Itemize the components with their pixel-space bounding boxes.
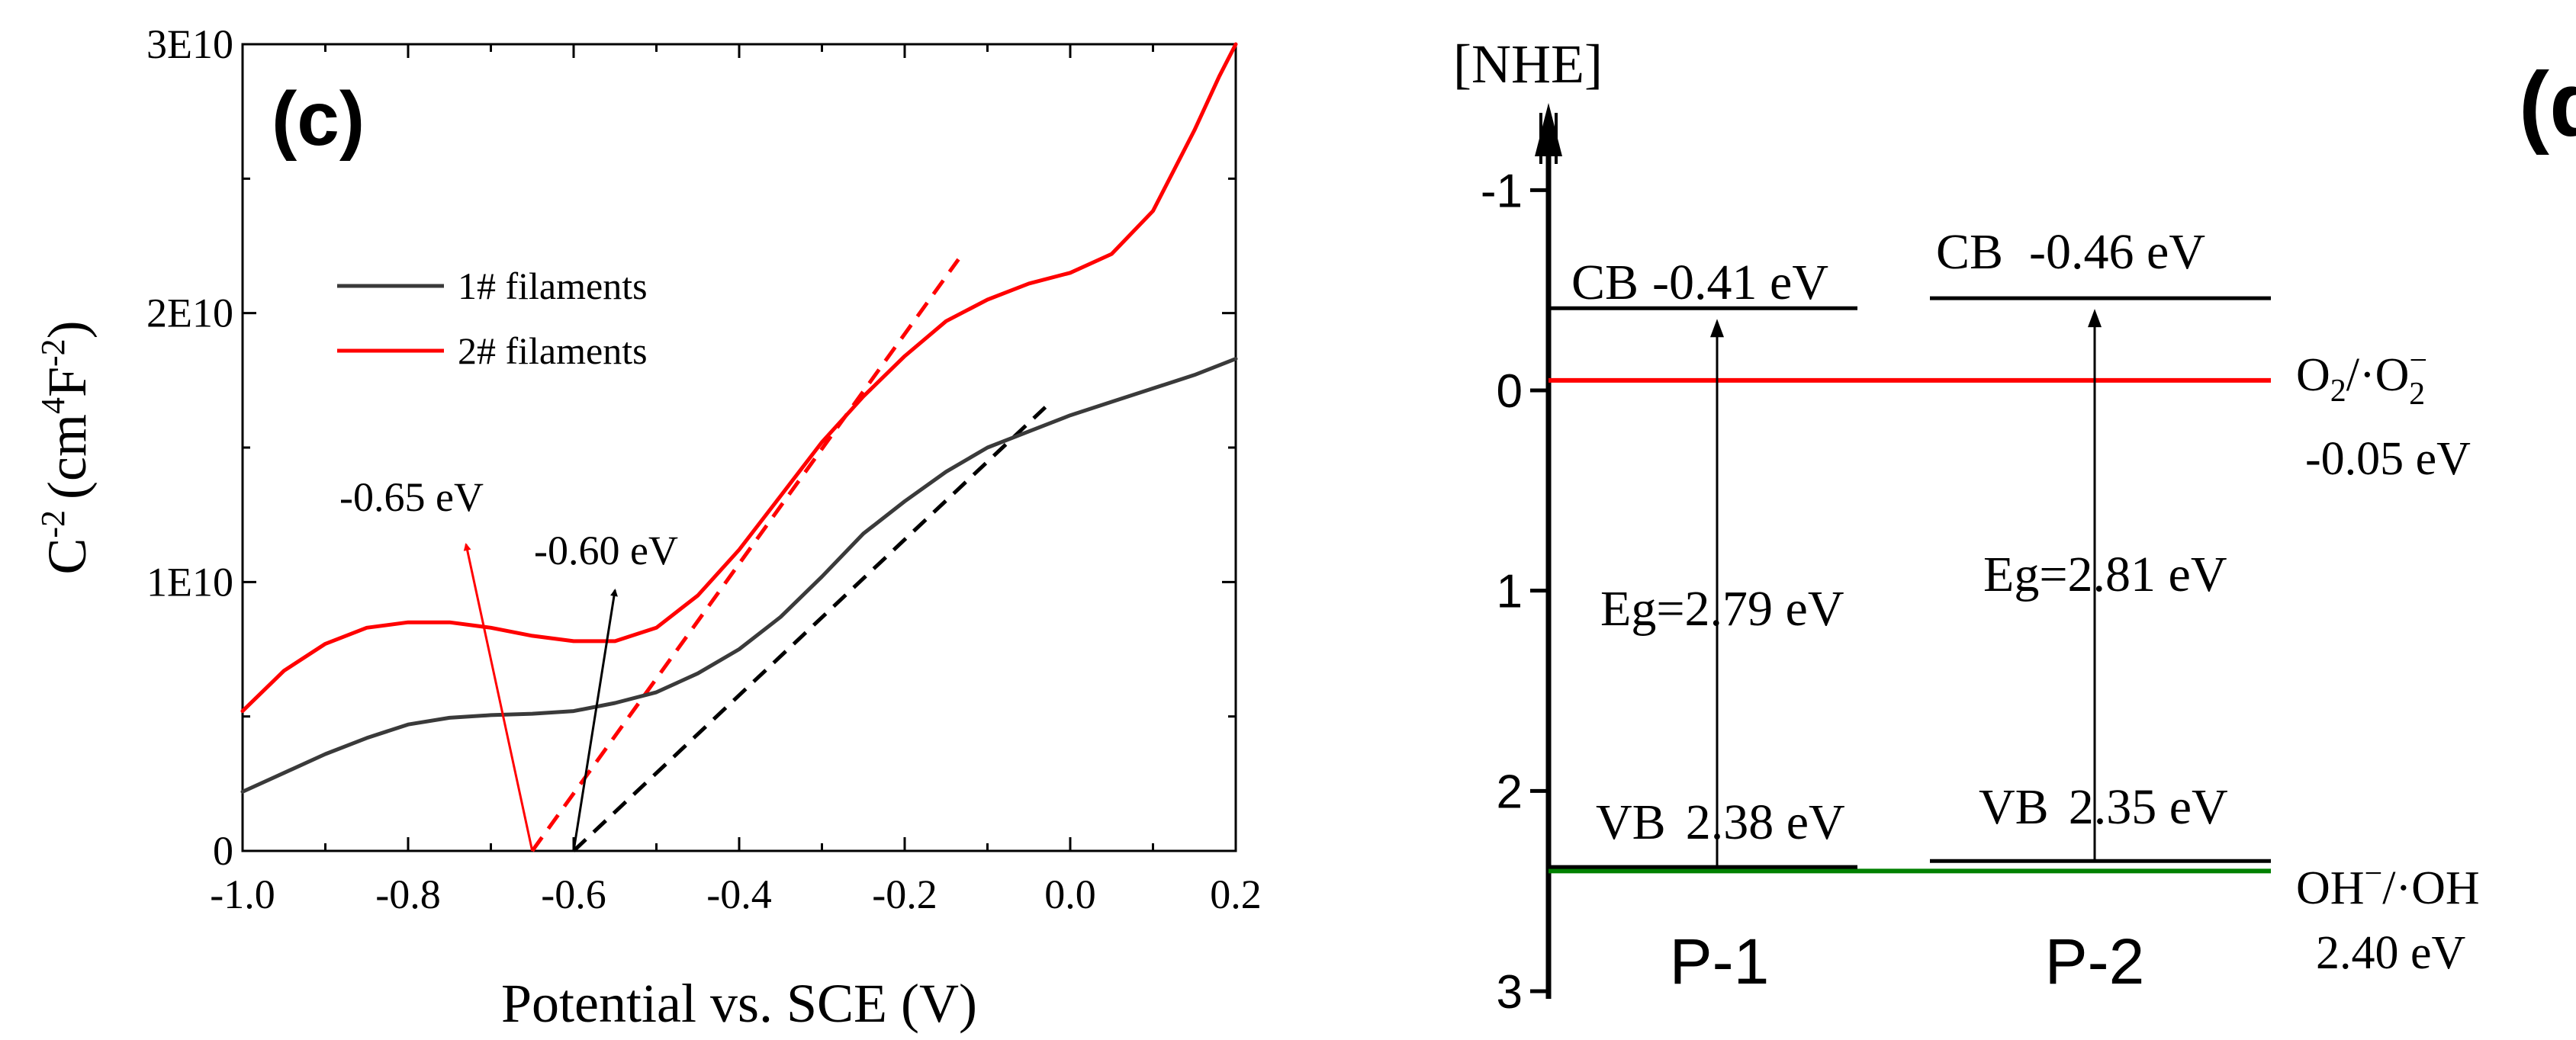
panel-c-legend: 1# filaments 2# filaments <box>337 265 648 372</box>
panel-d-y-ticks: -1 0 1 2 3 <box>1481 165 1548 1019</box>
p1-vb-label: VB 2.38 eV <box>1596 794 1845 850</box>
panel-c-fit-lines <box>530 258 1047 852</box>
panel-c-x-axis-title: Potential vs. SCE (V) <box>501 973 977 1034</box>
panel-d-axis-arrowhead <box>1535 103 1562 156</box>
annotation-arrow-1 <box>463 543 534 852</box>
panel-c-y-ticks: 0 1E10 2E10 3E10 <box>146 21 1236 874</box>
oh-redox-label: OH−/·OH <box>2296 856 2480 914</box>
panel-d-energy-levels <box>1548 296 2271 874</box>
p1-bandgap-label: Eg=2.79 eV <box>1600 581 1844 637</box>
p2-bandgap-label: Eg=2.81 eV <box>1983 547 2227 602</box>
y-tick-label: 0 <box>213 828 233 874</box>
energy-tick-label: 3 <box>1497 966 1523 1019</box>
o2-redox-value: -0.05 eV <box>2305 433 2471 485</box>
fit-line-2 <box>572 406 1047 852</box>
annotation-arrow-2 <box>572 588 618 852</box>
energy-tick-label: 1 <box>1497 566 1523 618</box>
p1-excitation-arrowhead <box>1710 319 1724 338</box>
x-tick-label: -0.6 <box>541 871 606 917</box>
panel-c-series <box>240 42 1238 794</box>
panel-d-band-diagram: [NHE] (d) -1 0 1 2 3 CB-0.41 eV VB2.38 eV Eg… <box>1453 34 2576 1019</box>
series-line-1-filaments <box>240 357 1238 794</box>
annotation-label-1-filaments: -0.60 eV <box>534 528 678 573</box>
x-tick-label: -1.0 <box>210 871 275 917</box>
panel-d-label: (d) <box>2519 53 2576 156</box>
fit-line-1 <box>530 258 960 852</box>
panel-c-annotations: -0.65 eV -0.60 eV <box>339 474 678 852</box>
y-tick-label: 1E10 <box>146 559 233 605</box>
x-tick-label: 0.2 <box>1210 871 1262 917</box>
panel-d-axis-title: [NHE] <box>1453 34 1603 95</box>
p2-cb-label: CB -0.46 eV <box>1936 224 2205 280</box>
x-tick-label: -0.8 <box>375 871 440 917</box>
p2-sample-label: P-2 <box>2045 926 2145 997</box>
energy-tick-label: 0 <box>1497 365 1523 418</box>
annotation-label-2-filaments: -0.65 eV <box>339 474 484 520</box>
x-tick-label: -0.4 <box>706 871 771 917</box>
y-tick-label: 3E10 <box>146 21 233 67</box>
legend-label-2-filaments: 2# filaments <box>458 329 648 372</box>
p2-vb-label: VB 2.35 eV <box>1979 779 2228 835</box>
p2-excitation-arrowhead <box>2088 309 2102 328</box>
panel-c-x-ticks: -1.0 -0.8 -0.6 -0.4 -0.2 0.0 0.2 <box>210 44 1262 917</box>
oh-redox-value: 2.40 eV <box>2316 927 2466 979</box>
series-line-2-filaments <box>240 42 1238 714</box>
x-tick-label: 0.0 <box>1044 871 1096 917</box>
panel-c-cv-plot: -1.0 -0.8 -0.6 -0.4 -0.2 0.0 0.2 0 1E10 2E10 3E10… <box>34 21 1262 1034</box>
o2-redox-label: O2/·O− 2 <box>2296 343 2427 412</box>
p1-cb-label: CB -0.41 eV <box>1571 255 1828 310</box>
y-tick-label: 2E10 <box>146 290 233 336</box>
energy-tick-label: -1 <box>1481 165 1523 217</box>
p1-sample-label: P-1 <box>1670 926 1770 997</box>
legend-label-1-filaments: 1# filaments <box>458 265 648 307</box>
panel-c-label: (c) <box>272 76 365 162</box>
x-tick-label: -0.2 <box>872 871 937 917</box>
energy-tick-label: 2 <box>1497 766 1523 818</box>
panel-c-y-axis-title: C-2(cm4F-2) <box>34 320 98 574</box>
